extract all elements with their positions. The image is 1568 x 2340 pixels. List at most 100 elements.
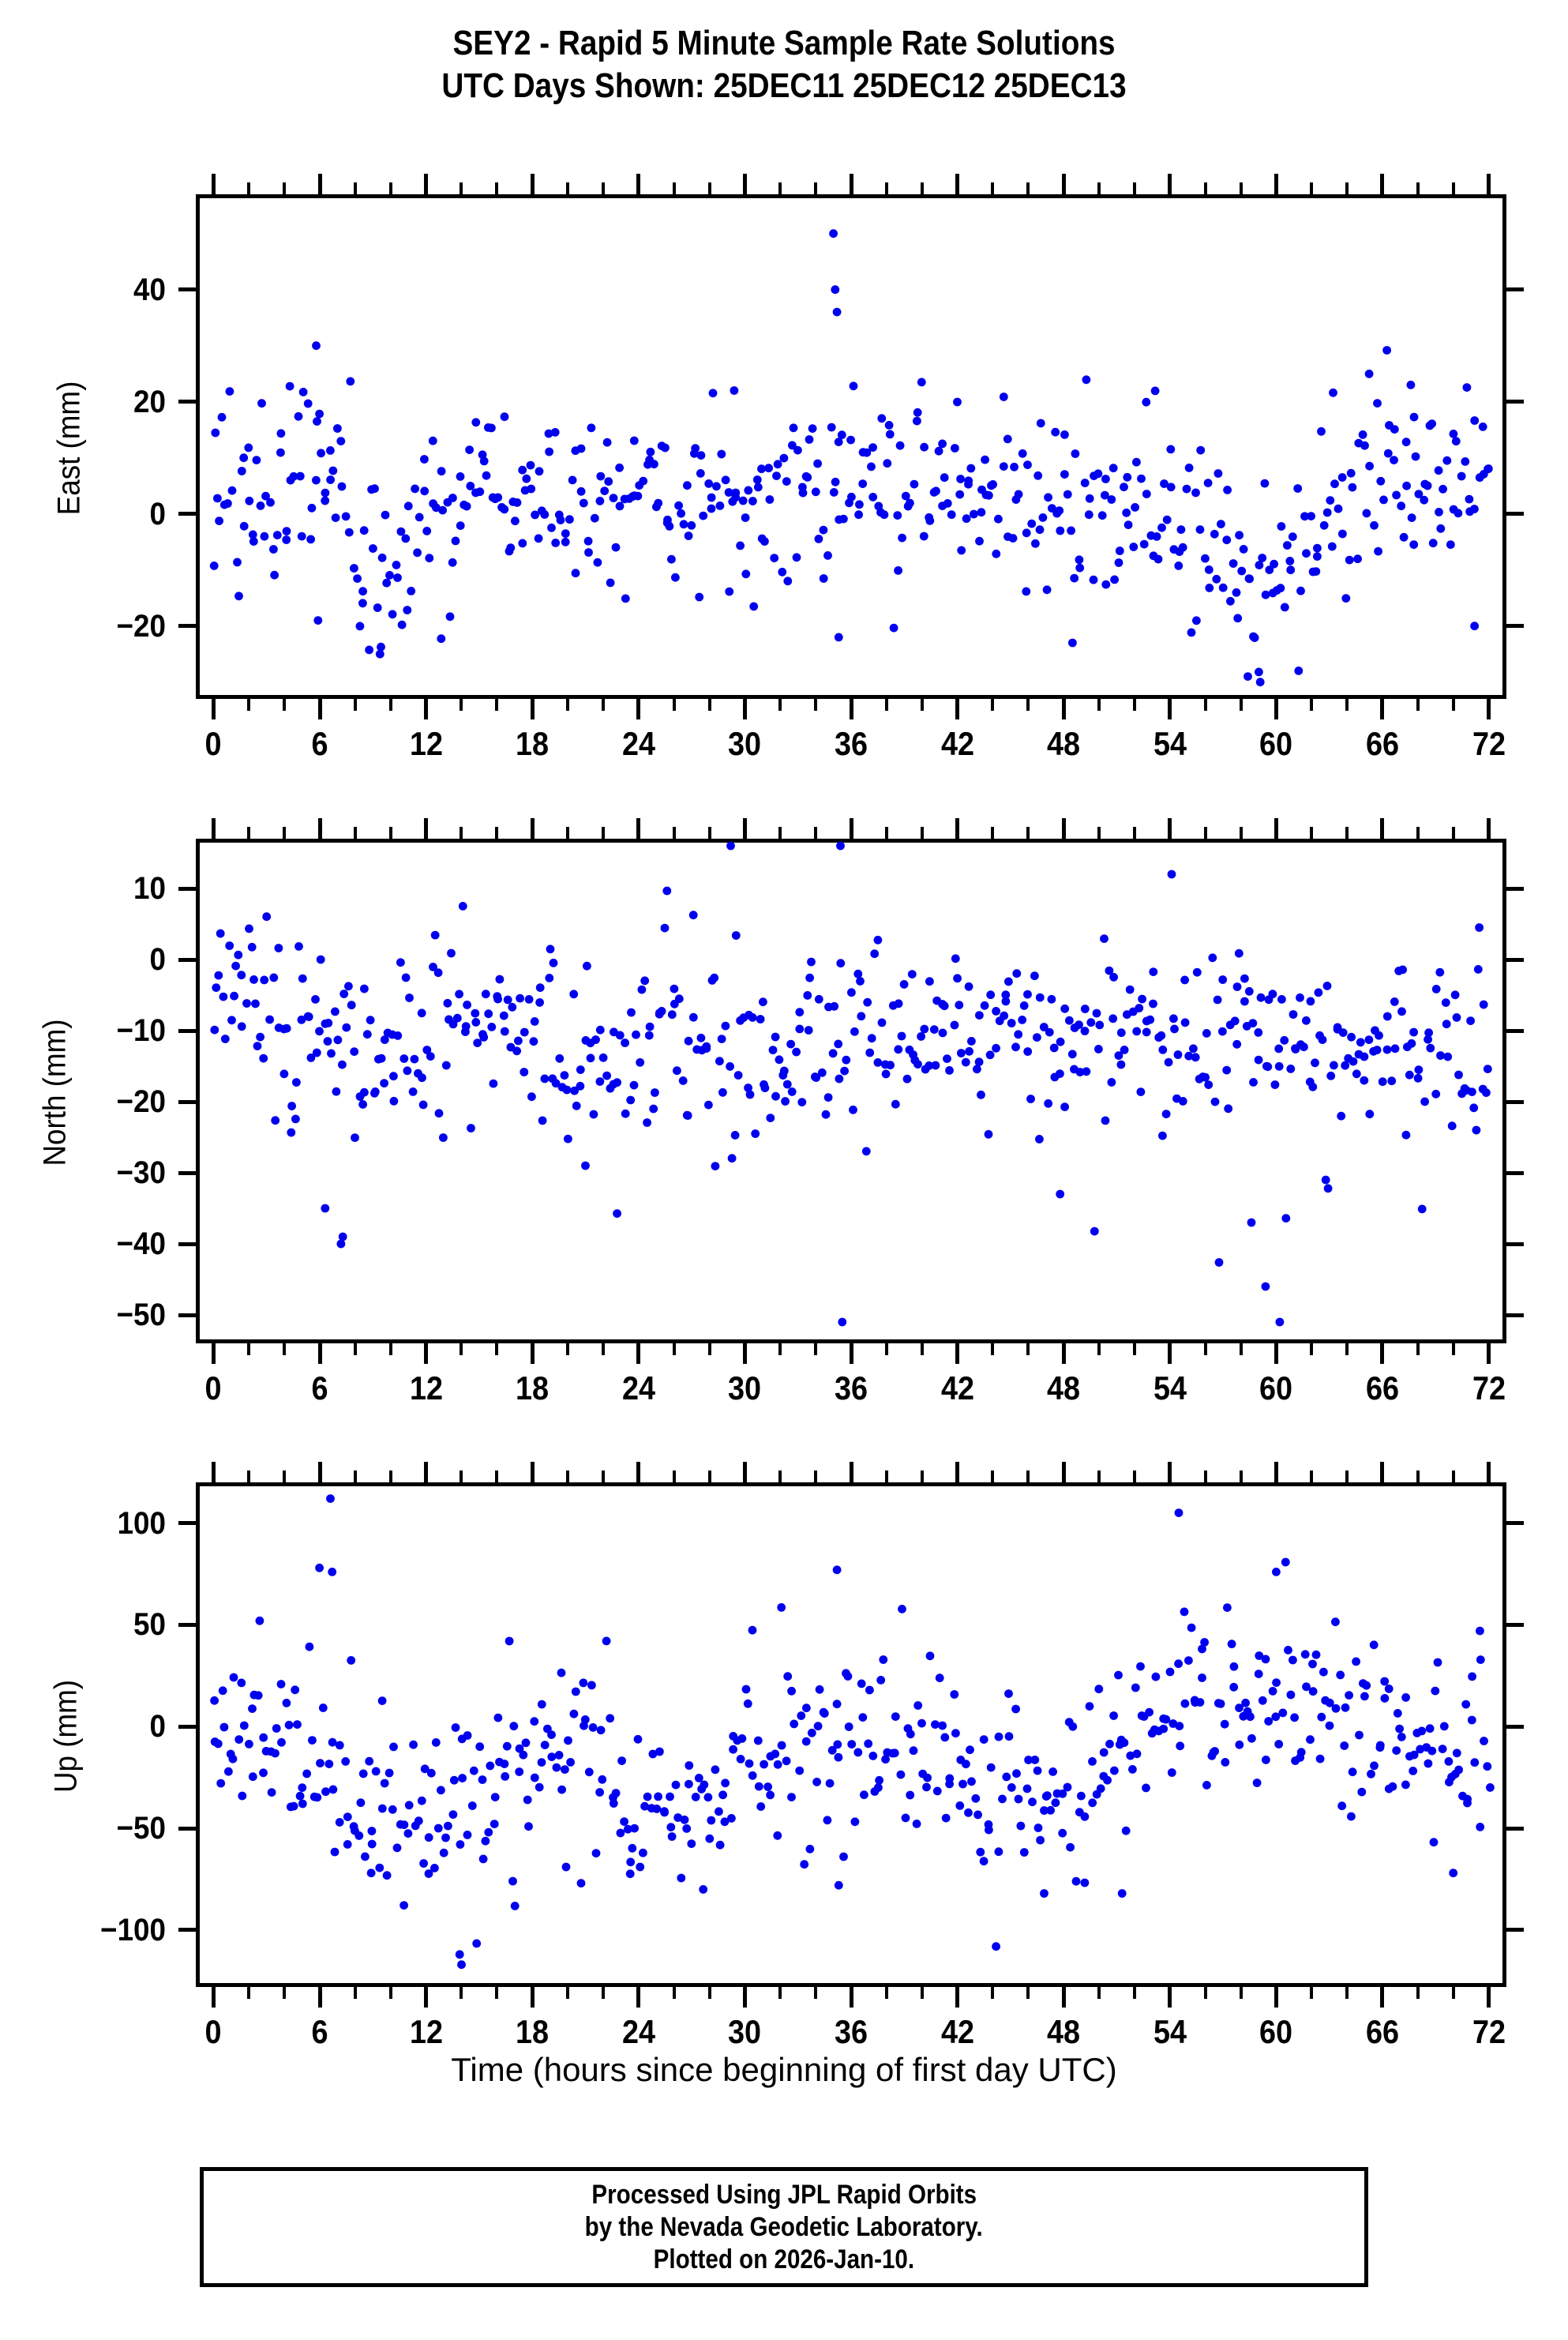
ytick-right-north-3	[1506, 1099, 1524, 1104]
xtick-top-minor-east-2	[247, 182, 251, 194]
xtick-top-minor-north-20	[566, 827, 570, 839]
xtick-north-9	[1168, 1343, 1172, 1364]
xtick-minor-up-16	[495, 1987, 499, 1999]
xtick-minor-up-44	[991, 1987, 995, 1999]
ytick-label-up-1: 50	[133, 1607, 166, 1643]
ytick-label-north-5: −40	[116, 1226, 166, 1261]
xtick-minor-east-70	[1451, 699, 1455, 711]
xtick-minor-east-62	[1310, 699, 1314, 711]
xtick-label-up-7: 42	[940, 2013, 974, 2050]
ytick-up-4	[178, 1928, 196, 1932]
xtick-top-minor-east-8	[353, 182, 357, 194]
xtick-top-minor-east-10	[388, 182, 392, 194]
xtick-label-north-5: 30	[728, 1369, 762, 1407]
xtick-top-minor-up-64	[1345, 1470, 1349, 1482]
xtick-label-north-1: 6	[311, 1369, 328, 1407]
ytick-north-2	[178, 1028, 196, 1033]
xtick-top-minor-north-38	[884, 827, 888, 839]
ytick-right-up-4	[1506, 1928, 1524, 1932]
ytick-label-up-3: −50	[116, 1811, 166, 1846]
xtick-top-minor-up-20	[566, 1470, 570, 1482]
xtick-label-up-3: 18	[516, 2013, 550, 2050]
xtick-top-north-10	[1274, 818, 1278, 839]
xtick-up-12	[1487, 1987, 1491, 2008]
xtick-top-minor-east-64	[1345, 182, 1349, 194]
xtick-top-east-2	[424, 174, 429, 194]
xtick-label-north-12: 72	[1472, 1369, 1506, 1407]
xtick-north-12	[1487, 1343, 1491, 1364]
xtick-minor-up-4	[283, 1987, 287, 1999]
scatter-points-north	[196, 839, 1506, 1343]
xtick-minor-east-32	[778, 699, 782, 711]
xtick-minor-north-2	[247, 1343, 251, 1355]
xtick-east-11	[1380, 699, 1385, 719]
xtick-top-up-8	[1061, 1462, 1066, 1482]
xaxis-title: Time (hours since beginning of first day…	[451, 2051, 1117, 2088]
scatter-points-east	[196, 194, 1506, 699]
xtick-east-8	[1061, 699, 1066, 719]
xtick-top-up-2	[424, 1462, 429, 1482]
xtick-east-10	[1274, 699, 1278, 719]
xtick-label-east-2: 12	[409, 725, 443, 762]
xtick-top-minor-north-44	[991, 827, 995, 839]
xtick-top-minor-up-32	[778, 1470, 782, 1482]
panel-north	[178, 818, 1524, 1364]
xtick-minor-up-20	[566, 1987, 570, 1999]
xtick-top-north-0	[211, 818, 216, 839]
xtick-label-east-3: 18	[516, 725, 550, 762]
xtick-top-minor-up-14	[460, 1470, 463, 1482]
xtick-minor-north-34	[814, 1343, 818, 1355]
xtick-label-up-2: 12	[409, 2013, 443, 2050]
xtick-minor-east-16	[495, 699, 499, 711]
ytick-right-north-0	[1506, 886, 1524, 891]
xtick-top-minor-up-70	[1451, 1470, 1455, 1482]
xtick-up-7	[955, 1987, 960, 2008]
xtick-top-minor-east-40	[920, 182, 924, 194]
xtick-top-north-3	[530, 818, 535, 839]
xtick-label-up-0: 0	[204, 2013, 222, 2050]
xtick-top-minor-north-4	[283, 827, 287, 839]
xtick-top-north-8	[1061, 818, 1066, 839]
ytick-right-up-0	[1506, 1521, 1524, 1526]
xtick-label-east-4: 24	[621, 725, 655, 762]
xtick-top-up-7	[955, 1462, 960, 1482]
xtick-north-3	[530, 1343, 535, 1364]
xtick-top-up-3	[530, 1462, 535, 1482]
panel-east	[178, 174, 1524, 719]
xtick-north-5	[742, 1343, 747, 1364]
xtick-minor-up-70	[1451, 1987, 1455, 1999]
xtick-top-up-4	[636, 1462, 641, 1482]
ytick-label-east-2: 0	[149, 496, 166, 531]
xtick-top-minor-up-22	[601, 1470, 605, 1482]
xtick-minor-east-26	[672, 699, 676, 711]
xtick-label-north-3: 18	[516, 1369, 550, 1407]
xtick-minor-up-50	[1097, 1987, 1101, 1999]
ytick-right-north-2	[1506, 1028, 1524, 1033]
xtick-minor-east-28	[707, 699, 711, 711]
xtick-top-east-7	[955, 174, 960, 194]
xtick-top-minor-up-44	[991, 1470, 995, 1482]
xtick-top-north-5	[742, 818, 747, 839]
plot-frame-up	[196, 1482, 1506, 1987]
xtick-label-east-5: 30	[728, 725, 762, 762]
xtick-top-minor-east-26	[672, 182, 676, 194]
xtick-minor-north-64	[1345, 1343, 1349, 1355]
xtick-minor-north-44	[991, 1343, 995, 1355]
xtick-minor-east-46	[1026, 699, 1030, 711]
ytick-label-north-3: −20	[116, 1084, 166, 1119]
xtick-up-9	[1168, 1987, 1172, 2008]
xtick-label-east-7: 42	[940, 725, 974, 762]
xtick-minor-up-2	[247, 1987, 251, 1999]
ytick-east-2	[178, 512, 196, 516]
xtick-minor-up-22	[601, 1987, 605, 1999]
ytick-right-north-1	[1506, 957, 1524, 962]
xtick-label-north-11: 66	[1365, 1369, 1399, 1407]
xtick-top-east-12	[1487, 174, 1491, 194]
xtick-north-10	[1274, 1343, 1278, 1364]
xtick-east-9	[1168, 699, 1172, 719]
xtick-top-minor-east-50	[1097, 182, 1101, 194]
xtick-top-minor-east-62	[1310, 182, 1314, 194]
ytick-right-east-1	[1506, 400, 1524, 404]
ytick-north-6	[178, 1313, 196, 1317]
xtick-top-minor-north-68	[1416, 827, 1420, 839]
